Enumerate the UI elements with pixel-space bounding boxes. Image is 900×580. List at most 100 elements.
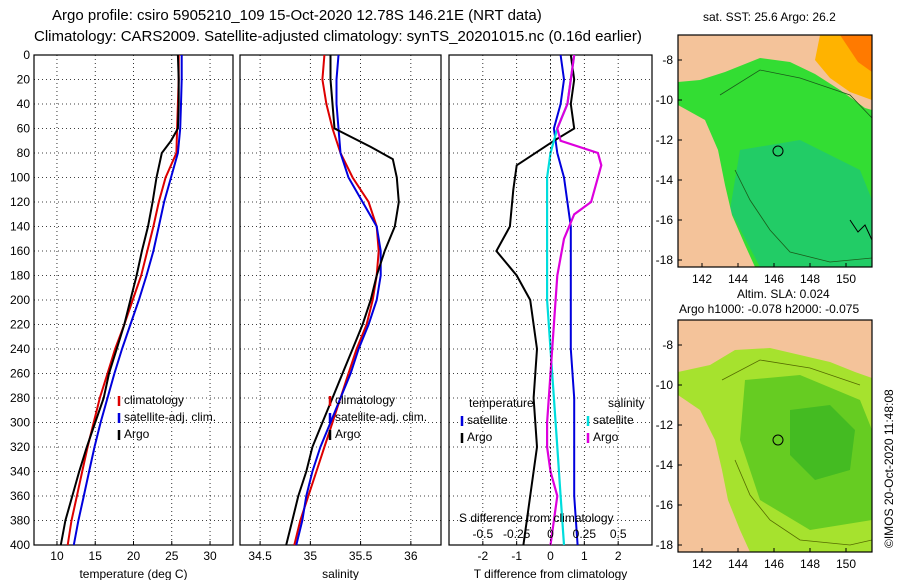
salinity-frame: [239, 54, 442, 546]
diff-legend-sal-label-0: satellite: [593, 413, 634, 427]
differences-xtick-label-3: 1: [581, 549, 588, 563]
temperature-panel: 10 15 20 25 30020406080100120140160180200220…: [10, 48, 234, 580]
diff-legend-sal-label-1: Argo: [593, 430, 619, 444]
salinity-series-2: [285, 55, 400, 546]
title-line1: Argo profile: csiro 5905210_109 15-Oct-2…: [52, 7, 542, 24]
depth-tick-label-4: 80: [17, 146, 31, 160]
temperature-series-0: [66, 55, 180, 546]
diff-legend-salinity-title: salinity: [608, 396, 645, 410]
sst-map-cool-region: [730, 140, 872, 267]
sla-map-frame: [677, 319, 873, 553]
map-top-ticks-xtick-label-3: 148: [800, 272, 820, 286]
depth-tick-label-13: 260: [10, 367, 30, 381]
map-top-ticks-ytick-label-0: -8: [662, 53, 673, 67]
imos-credit: ©IMOS 20-Oct-2020 11:48:08: [882, 389, 896, 548]
salinity-series-0: [293, 54, 380, 546]
sla-map-contour: [721, 359, 872, 546]
salinity-xtick-label-1: 35: [304, 549, 318, 563]
temperature-series-2: [59, 54, 180, 546]
diff-s-tick-label-1: -0.25: [503, 527, 531, 541]
sst-map-contour: [719, 69, 872, 263]
map-bot-ticks-xtick-label-3: 148: [800, 557, 820, 571]
temperature-xtick-label-0: 10: [50, 549, 64, 563]
diff-s-tick-label-2: 0: [547, 527, 554, 541]
map-bot-ticks-ytick-label-1: -10: [656, 378, 674, 392]
map-bot-ticks-xtick-label-1: 144: [728, 557, 748, 571]
sst-map-argo-location: [772, 145, 784, 157]
depth-tick-label-18: 360: [10, 489, 30, 503]
depth-tick-label-16: 320: [10, 440, 30, 454]
depth-tick-label-7: 140: [10, 220, 30, 234]
map-bot-ticks-ytick-label-3: -14: [656, 458, 674, 472]
salinity-xtick-label-3: 36: [404, 549, 418, 563]
difference-panel: -2 -1 0 1 2 T difference from climatology temp…: [448, 54, 653, 580]
depth-tick-label-1: 20: [17, 73, 31, 87]
map-bot-ticks-xtick-label-0: 142: [692, 557, 712, 571]
salinity-series-1: [295, 54, 382, 546]
sst-map-frame: [677, 34, 873, 268]
temperature-legend-label-1: satellite-adj. clim.: [124, 410, 216, 424]
depth-tick-label-17: 340: [10, 465, 30, 479]
sla-map-cape-york: [678, 395, 750, 552]
sla-map: Argo h1000: -0.078 h2000: -0.075 142 144 1…: [656, 302, 873, 571]
depth-tick-label-8: 160: [10, 244, 30, 258]
temperature-legend-label-2: Argo: [124, 427, 150, 441]
title-line2: Climatology: CARS2009. Satellite-adjuste…: [34, 28, 642, 45]
salinity-panel: 34.5 35 35.5 36 salinity climatology satellite…: [239, 54, 442, 580]
map-top-ticks-ytick-label-5: -18: [656, 253, 674, 267]
salinity-legend-label-0: climatology: [335, 393, 395, 407]
depth-tick-label-14: 280: [10, 391, 30, 405]
sla-map-title: Argo h1000: -0.078 h2000: -0.075: [679, 302, 859, 316]
temperature-xtick-label-3: 25: [165, 549, 179, 563]
differences-xtick-label-2: 0: [547, 549, 554, 563]
depth-tick-label-2: 40: [17, 97, 31, 111]
depth-tick-label-12: 240: [10, 342, 30, 356]
map-top-ticks-ytick-label-3: -14: [656, 173, 674, 187]
map-top-ticks-ytick-label-4: -16: [656, 213, 674, 227]
sst-map-reef: [849, 219, 872, 241]
differences-xtick-label-1: -1: [511, 549, 522, 563]
salinity-xtick-label-2: 35.5: [349, 549, 373, 563]
diff-legend-temp-label-1: Argo: [467, 430, 493, 444]
sst-map-hot-region: [840, 35, 872, 72]
temperature-series-1: [72, 55, 183, 546]
sst-map: sat. SST: 25.6 Argo: 26.2 142 144 146 148 15…: [656, 10, 873, 301]
diff-s-tick-label-0: -0.5: [472, 527, 493, 541]
map-top-ticks-ytick-label-1: -10: [656, 93, 674, 107]
temperature-legend-label-0: climatology: [124, 393, 184, 407]
differences-xtick-label-0: -2: [477, 549, 488, 563]
map-top-ticks-xtick-label-1: 144: [728, 272, 748, 286]
diff-legend-temperature-title: temperature: [469, 396, 534, 410]
temperature-xtick-label-1: 15: [89, 549, 103, 563]
temperature-xtick-label-2: 20: [127, 549, 141, 563]
diff-s-xlabel: S difference from climatology: [459, 511, 614, 525]
depth-tick-label-5: 100: [10, 171, 30, 185]
sla-label: Altim. SLA: 0.024: [737, 287, 830, 301]
salinity-legend-label-2: Argo: [335, 427, 361, 441]
salinity-xtick-label-0: 34.5: [248, 549, 272, 563]
map-bot-ticks-ytick-label-4: -16: [656, 498, 674, 512]
differences-series-0: [552, 54, 579, 546]
differences-series-1: [495, 54, 576, 546]
depth-tick-label-9: 180: [10, 269, 30, 283]
map-top-ticks-ytick-label-2: -12: [656, 133, 674, 147]
salinity-xlabel: salinity: [322, 567, 359, 580]
diff-s-tick-label-4: 0.5: [610, 527, 627, 541]
sst-map-title: sat. SST: 25.6 Argo: 26.2: [703, 10, 836, 24]
differences-xlabel: T difference from climatology: [474, 567, 628, 580]
depth-tick-label-6: 120: [10, 195, 30, 209]
depth-tick-label-19: 380: [10, 514, 30, 528]
depth-tick-label-10: 200: [10, 293, 30, 307]
sla-map-argo-location: [772, 434, 784, 446]
map-bot-ticks-ytick-label-0: -8: [662, 338, 673, 352]
depth-tick-label-15: 300: [10, 416, 30, 430]
depth-tick-label-0: 0: [23, 48, 30, 62]
differences-xtick-label-4: 2: [615, 549, 622, 563]
depth-tick-label-11: 220: [10, 318, 30, 332]
map-top-ticks-xtick-label-0: 142: [692, 272, 712, 286]
map-bot-ticks-ytick-label-2: -12: [656, 418, 674, 432]
map-bot-ticks-ytick-label-5: -18: [656, 538, 674, 552]
salinity-legend-label-1: satellite-adj. clim.: [335, 410, 427, 424]
depth-tick-label-20: 400: [10, 538, 30, 552]
